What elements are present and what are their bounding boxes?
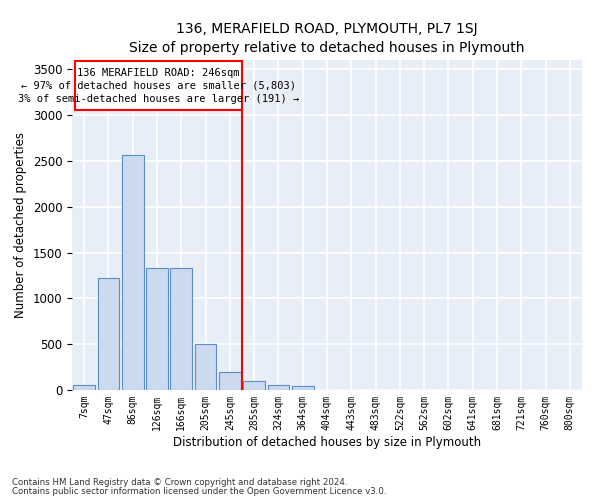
Bar bbox=[97, 278, 119, 390]
Y-axis label: Number of detached properties: Number of detached properties bbox=[14, 132, 27, 318]
Bar bbox=[170, 268, 192, 390]
Text: Contains public sector information licensed under the Open Government Licence v3: Contains public sector information licen… bbox=[12, 487, 386, 496]
FancyBboxPatch shape bbox=[75, 61, 242, 110]
Bar bbox=[73, 385, 95, 390]
Bar bbox=[146, 268, 168, 390]
Bar bbox=[243, 381, 265, 390]
Bar bbox=[122, 155, 143, 390]
Text: Contains HM Land Registry data © Crown copyright and database right 2024.: Contains HM Land Registry data © Crown c… bbox=[12, 478, 347, 487]
Bar bbox=[268, 385, 289, 390]
Text: 136 MERAFIELD ROAD: 246sqm: 136 MERAFIELD ROAD: 246sqm bbox=[77, 68, 240, 78]
Title: 136, MERAFIELD ROAD, PLYMOUTH, PL7 1SJ
Size of property relative to detached hou: 136, MERAFIELD ROAD, PLYMOUTH, PL7 1SJ S… bbox=[129, 22, 525, 54]
Text: ← 97% of detached houses are smaller (5,803): ← 97% of detached houses are smaller (5,… bbox=[21, 80, 296, 90]
Bar bbox=[292, 386, 314, 390]
Bar bbox=[194, 344, 217, 390]
Bar bbox=[219, 372, 241, 390]
Text: 3% of semi-detached houses are larger (191) →: 3% of semi-detached houses are larger (1… bbox=[18, 94, 299, 104]
X-axis label: Distribution of detached houses by size in Plymouth: Distribution of detached houses by size … bbox=[173, 436, 481, 448]
